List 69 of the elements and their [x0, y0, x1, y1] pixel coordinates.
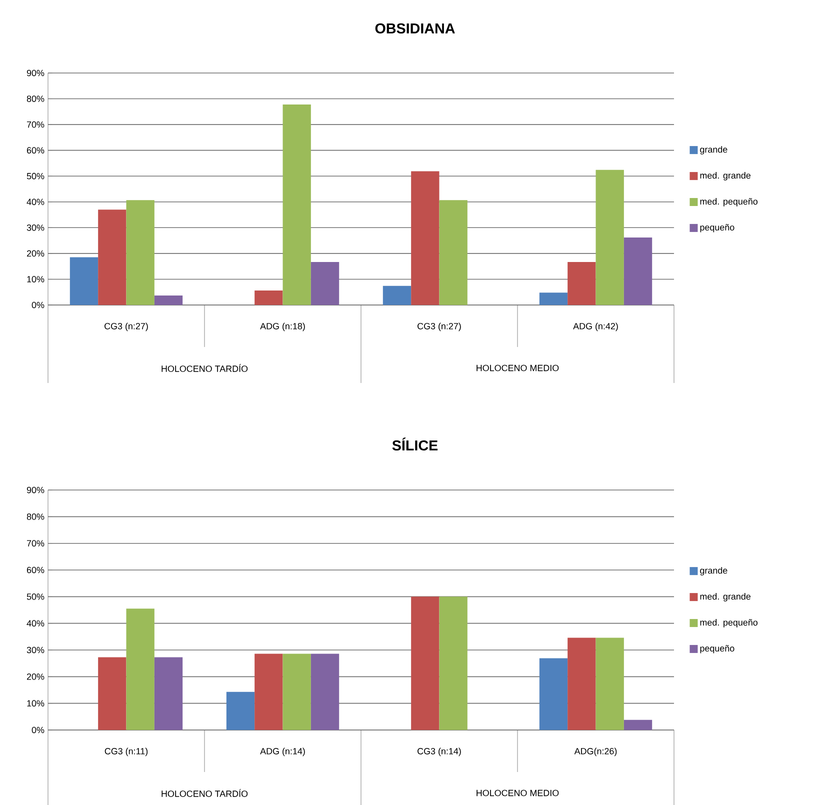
bar [382, 286, 412, 305]
bar [411, 171, 440, 305]
y-tick-label: 40% [26, 198, 44, 206]
bar [439, 200, 468, 305]
bar [282, 654, 311, 730]
bar [596, 170, 624, 305]
bar [310, 262, 340, 305]
chart-title: OBSIDIANA [375, 23, 455, 34]
x-tick-label: ADG (n:42) [573, 322, 618, 332]
y-tick-label: 90% [26, 486, 44, 494]
y-tick-label: 50% [26, 593, 44, 600]
bar [126, 200, 154, 305]
y-tick-label: 80% [26, 513, 44, 520]
y-tick-label: 50% [26, 172, 44, 180]
legend-label: pequeño [700, 224, 734, 232]
y-tick-label: 40% [26, 620, 44, 627]
legend-label: grande [700, 567, 728, 576]
y-tick-label: 20% [26, 250, 44, 257]
bar [439, 596, 468, 730]
legend-label: grande [700, 146, 728, 154]
bar [539, 658, 568, 730]
bar [154, 295, 183, 305]
x-tick-label: ADG (n:14) [260, 748, 305, 756]
bar [254, 654, 283, 730]
y-tick-label: 10% [27, 700, 44, 707]
text: HOLOCENO TARDÍO [162, 789, 248, 797]
text: HOLOCENO MEDIO [476, 790, 559, 796]
bar [568, 262, 596, 305]
bar [624, 237, 652, 305]
bar [154, 657, 183, 730]
bar [282, 104, 311, 305]
bar [539, 292, 568, 305]
x-tick-label: CG3 (n:27) [418, 322, 461, 332]
bar [254, 290, 283, 305]
y-tick-label: 70% [26, 540, 44, 547]
bar [226, 692, 255, 730]
bar [126, 608, 154, 730]
bar [98, 657, 126, 730]
y-tick-label: 20% [26, 673, 44, 680]
bar [624, 720, 652, 730]
legend-label: med. pequeño [700, 619, 758, 628]
legend-label: pequeño [700, 645, 734, 654]
bar [568, 638, 596, 730]
y-tick-label: 0% [32, 302, 44, 308]
x-tick-label: ADG (n:18) [260, 322, 305, 332]
y-tick-label: 60% [26, 566, 44, 574]
text: HOLOCENO TARDÍO [162, 364, 248, 372]
bar [411, 596, 440, 730]
bar [70, 257, 98, 305]
legend-label: med. grande [700, 172, 750, 180]
x-tick-label: CG3 (n:11) [104, 748, 148, 756]
y-tick-label: 80% [26, 96, 44, 102]
text: HOLOCENO MEDIO [476, 364, 559, 372]
x-tick-label: CG3 (n:27) [104, 322, 148, 332]
x-tick-label: ADG(n:26) [574, 748, 617, 756]
legend-label: med. grande [700, 593, 750, 602]
legend-label: med. pequeño [700, 198, 758, 206]
chart-title: SÍLICE [392, 438, 438, 451]
x-tick-label: CG3 (n:14) [418, 748, 461, 756]
bar [596, 638, 624, 730]
y-tick-label: 0% [32, 726, 44, 734]
y-tick-label: 90% [26, 70, 44, 76]
bar [310, 654, 340, 730]
bar [98, 210, 126, 305]
y-tick-label: 70% [26, 121, 44, 128]
y-tick-label: 30% [26, 646, 44, 654]
y-tick-label: 60% [26, 147, 44, 154]
y-tick-label: 10% [27, 276, 44, 282]
y-tick-label: 30% [26, 224, 44, 231]
